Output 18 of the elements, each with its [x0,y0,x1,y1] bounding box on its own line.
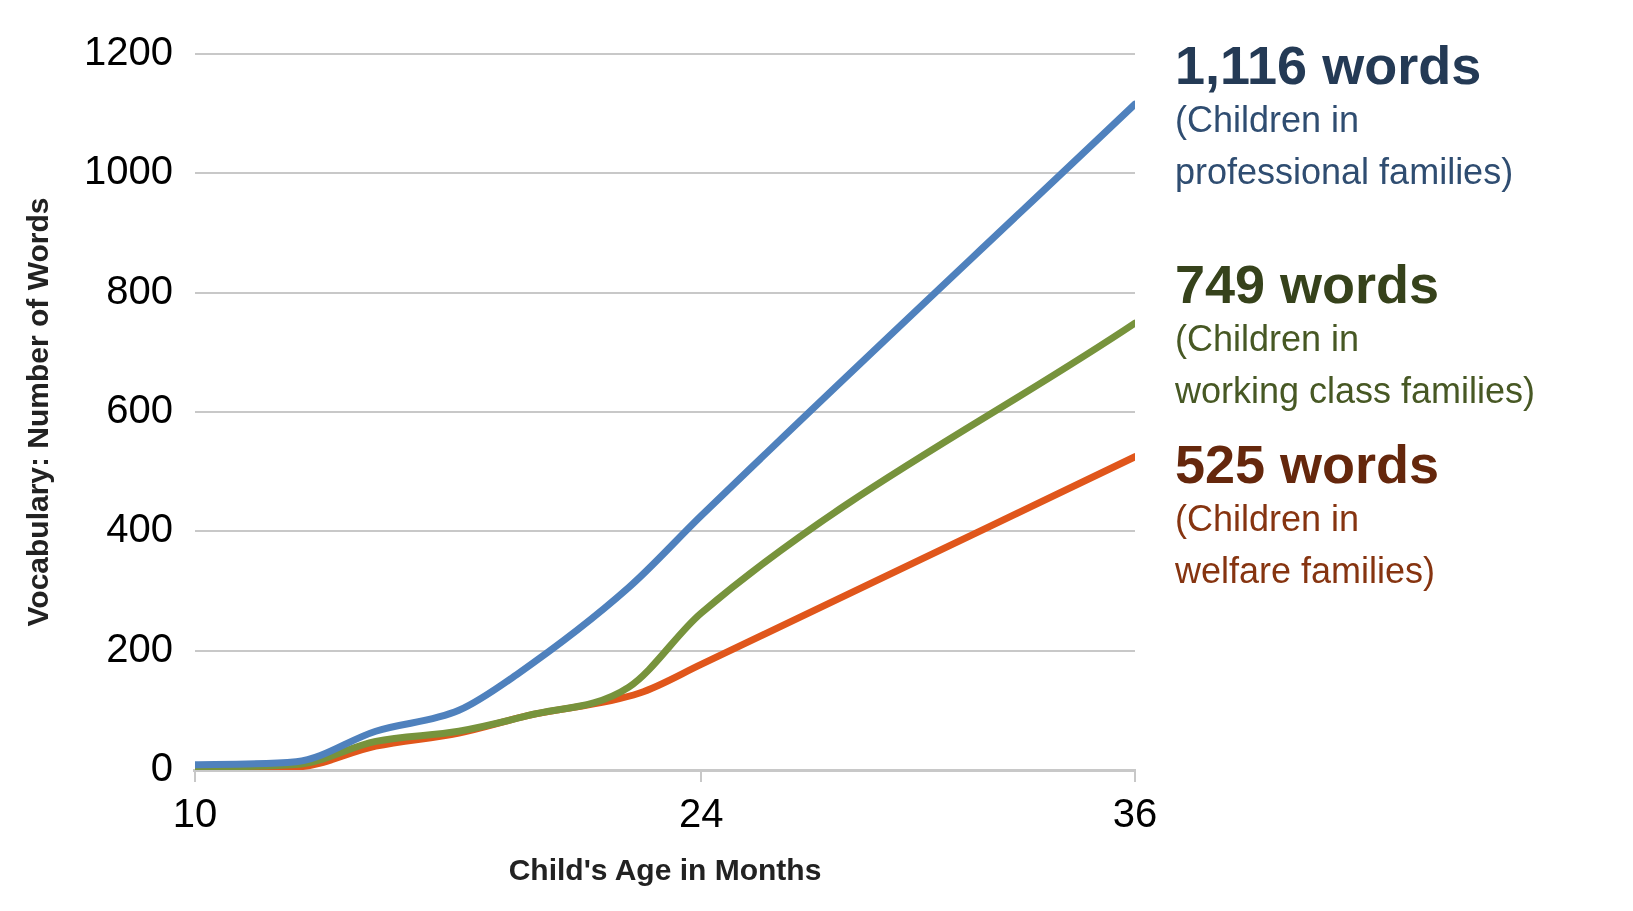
text: 525 words [1175,433,1440,494]
y-tick-label: 1000 [84,148,173,193]
series-label: (Children in welfare families) [1174,498,1436,592]
y-tick-label: 600 [106,387,173,432]
series-label: (Children in working class families) [1174,318,1536,412]
text: 1,116 words [1175,35,1482,96]
x-tick-label: 10 [172,791,218,836]
y-axis-title: Vocabulary: Number of Words [21,197,55,627]
x-axis-title: Child's Age in Months [508,853,822,887]
y-tick-label: 0 [150,745,173,790]
series-label: (Children in professional families) [1175,99,1514,193]
x-tick-label: 24 [678,791,724,836]
y-tick-label: 200 [106,625,173,670]
y-tick-label: 400 [106,506,173,551]
y-tick-label: 1200 [84,29,173,74]
text: 749 words [1175,253,1440,314]
x-tick-label: 36 [1112,791,1158,836]
y-tick-label: 800 [106,267,173,312]
